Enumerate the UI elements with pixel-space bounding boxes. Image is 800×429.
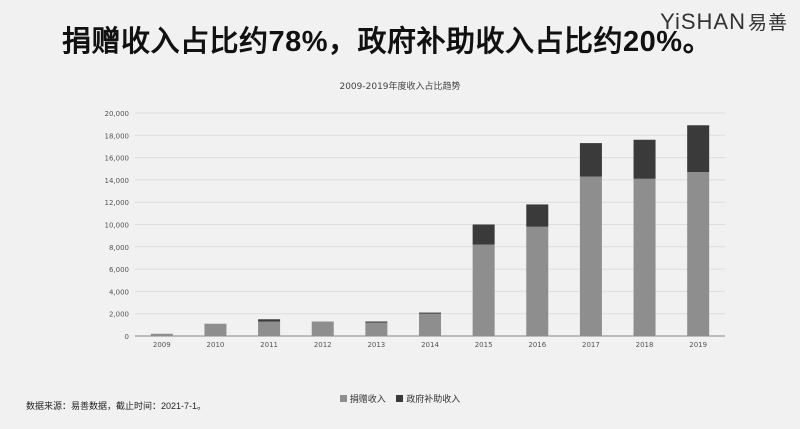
x-tick-label: 2019	[689, 341, 707, 349]
x-tick-label: 2017	[582, 341, 600, 349]
headline: 捐赠收入占比约78%，政府补助收入占比约20%。	[62, 26, 713, 58]
bar-donation-2012	[311, 321, 334, 336]
bar-government-2019	[687, 125, 710, 173]
bar-donation-2010	[204, 323, 227, 336]
y-tick-label: 12,000	[105, 199, 130, 207]
bar-donation-2019	[687, 172, 710, 336]
chart-title: 2009-2019年度收入占比趋势	[339, 80, 460, 92]
bar-government-2011	[258, 319, 281, 322]
legend-swatch-government	[396, 395, 404, 402]
bar-donation-2016	[526, 226, 549, 336]
x-tick-label: 2009	[153, 341, 171, 349]
bar-donation-2013	[365, 322, 388, 336]
grid-lines	[135, 112, 725, 337]
x-tick-label: 2014	[421, 341, 439, 349]
x-tick-label: 2015	[475, 341, 493, 349]
bar-government-2013	[365, 321, 388, 323]
bar-donation-2017	[579, 176, 602, 336]
logo-brand: YiSHAN	[660, 9, 746, 34]
x-tick-label: 2011	[260, 341, 278, 349]
y-tick-label: 14,000	[105, 177, 130, 185]
y-tick-label: 4,000	[109, 288, 129, 296]
y-tick-label: 18,000	[105, 132, 130, 140]
x-tick-label: 2018	[636, 341, 654, 349]
brand-logo: YiSHAN 易善	[660, 8, 788, 35]
bar-government-2014	[419, 312, 441, 314]
bar-government-2018	[633, 139, 656, 179]
bar-government-2016	[526, 204, 549, 227]
chart-legend: 捐赠收入 政府补助收入	[0, 392, 800, 405]
legend-item-donation: 捐赠收入	[339, 392, 386, 405]
bar-donation-2015	[472, 244, 495, 336]
y-tick-label: 10,000	[105, 222, 130, 230]
bar-donation-2018	[633, 178, 656, 336]
logo-cn: 易善	[747, 13, 788, 34]
x-tick-label: 2010	[207, 341, 225, 349]
y-tick-label: 16,000	[105, 155, 130, 163]
bar-government-2017	[579, 143, 602, 177]
bars	[150, 125, 710, 336]
y-tick-label: 2,000	[109, 311, 129, 319]
legend-swatch-donation	[339, 395, 347, 402]
y-tick-label: 0	[125, 333, 129, 341]
data-source-note: 数据来源：易善数据，截止时间：2021-7-1。	[26, 401, 207, 411]
y-tick-label: 8,000	[109, 244, 129, 252]
y-tick-label: 20,000	[105, 110, 130, 118]
legend-item-government: 政府补助收入	[396, 392, 460, 405]
x-tick-label: 2012	[314, 341, 332, 349]
legend-label-donation: 捐赠收入	[349, 394, 386, 404]
y-tick-label: 6,000	[109, 266, 129, 274]
bar-donation-2014	[419, 313, 441, 336]
legend-label-government: 政府补助收入	[406, 394, 461, 404]
bar-government-2015	[472, 224, 495, 245]
x-tick-label: 2016	[528, 341, 546, 349]
x-tick-label: 2013	[367, 341, 385, 349]
x-axis-ticks: 2009 2010 2011 2012 2013 2014 2015 2016 2017 2018…	[153, 341, 707, 349]
bar-donation-2011	[258, 321, 281, 336]
y-axis-ticks: 0 2,000 4,000 6,000 8,000 10,000 12,000 14,000 1…	[105, 110, 130, 341]
bar-donation-2009	[150, 333, 173, 336]
